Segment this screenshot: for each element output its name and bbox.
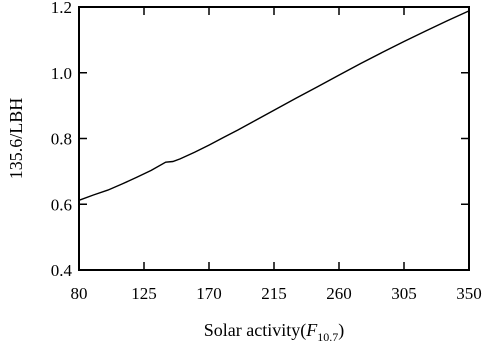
x-tick-label: 170 bbox=[196, 284, 222, 303]
y-tick-label: 0.4 bbox=[51, 261, 73, 280]
x-tick-label: 125 bbox=[131, 284, 157, 303]
x-tick-label: 80 bbox=[71, 284, 88, 303]
series-layer bbox=[78, 10, 470, 201]
x-axis-label-close: ) bbox=[338, 320, 344, 341]
plot-frame bbox=[78, 6, 470, 271]
x-tick-label: 305 bbox=[391, 284, 417, 303]
y-tick-label: 1.2 bbox=[51, 0, 72, 17]
ticks-layer bbox=[78, 6, 470, 271]
tick-labels-layer: 80 125 170 215 260 305 350 0.4 0.6 0.8 1.0 1.2 bbox=[51, 0, 482, 303]
x-axis-label-italic: F bbox=[305, 320, 318, 340]
y-axis-label: 135.6/LBH bbox=[6, 98, 26, 180]
x-axis-label-subscript: 10.7 bbox=[317, 330, 338, 344]
x-tick-label: 215 bbox=[261, 284, 287, 303]
x-axis-label-main: Solar activity( bbox=[204, 320, 306, 341]
y-tick-label: 0.8 bbox=[51, 130, 72, 149]
y-tick-label: 0.6 bbox=[51, 195, 72, 214]
y-tick-label: 1.0 bbox=[51, 64, 72, 83]
x-tick-label: 350 bbox=[456, 284, 482, 303]
series-line-0 bbox=[78, 10, 470, 201]
x-axis-label: Solar activity(F10.7) bbox=[204, 320, 344, 344]
x-tick-label: 260 bbox=[326, 284, 352, 303]
